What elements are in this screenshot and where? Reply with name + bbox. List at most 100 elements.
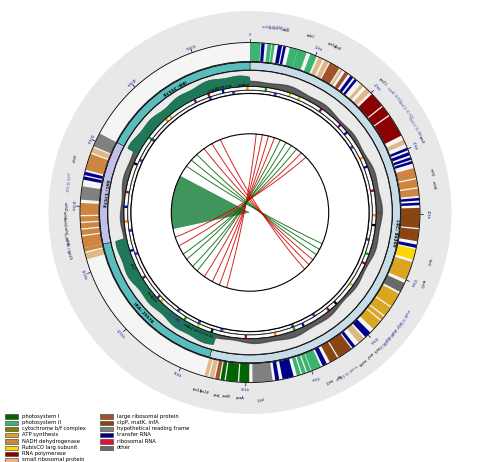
- Wedge shape: [136, 311, 141, 317]
- Polygon shape: [128, 76, 250, 154]
- Text: hypothetical reading frame: hypothetical reading frame: [117, 426, 190, 431]
- Wedge shape: [165, 118, 169, 122]
- Text: rps11: rps11: [378, 78, 388, 87]
- Wedge shape: [124, 206, 128, 208]
- Text: rrn5: rrn5: [182, 322, 191, 329]
- Wedge shape: [207, 93, 210, 97]
- Text: psaJ: psaJ: [212, 393, 220, 398]
- Wedge shape: [232, 91, 235, 95]
- Wedge shape: [368, 107, 389, 125]
- Wedge shape: [399, 227, 419, 241]
- Wedge shape: [301, 354, 311, 372]
- Wedge shape: [215, 361, 222, 379]
- Wedge shape: [164, 336, 166, 338]
- Text: photosystem I: photosystem I: [22, 414, 60, 419]
- Text: rps2: rps2: [365, 351, 374, 359]
- Wedge shape: [85, 249, 104, 259]
- Wedge shape: [117, 62, 250, 146]
- Wedge shape: [80, 216, 99, 222]
- Text: trnS: trnS: [282, 28, 290, 33]
- Wedge shape: [358, 94, 382, 117]
- Wedge shape: [244, 335, 247, 339]
- Wedge shape: [86, 154, 108, 175]
- Wedge shape: [362, 261, 366, 265]
- Text: rps8: rps8: [332, 45, 342, 52]
- Text: rps12: rps12: [213, 84, 224, 90]
- Text: 140kb: 140kb: [124, 76, 136, 87]
- Wedge shape: [390, 148, 408, 157]
- Wedge shape: [401, 202, 419, 206]
- Wedge shape: [223, 63, 234, 64]
- Wedge shape: [119, 287, 122, 291]
- Wedge shape: [322, 342, 338, 362]
- Text: clpP: clpP: [333, 373, 342, 380]
- Wedge shape: [124, 220, 128, 223]
- Wedge shape: [394, 161, 412, 169]
- Wedge shape: [315, 347, 327, 366]
- Bar: [5, 427, 18, 431]
- Text: rps11: rps11: [220, 82, 231, 88]
- Wedge shape: [212, 66, 216, 67]
- Wedge shape: [353, 319, 370, 337]
- Wedge shape: [376, 285, 399, 306]
- Wedge shape: [400, 188, 419, 198]
- Text: ndhD: ndhD: [62, 202, 66, 212]
- Wedge shape: [401, 198, 419, 202]
- Wedge shape: [176, 80, 178, 82]
- Wedge shape: [91, 147, 110, 159]
- Wedge shape: [272, 362, 280, 380]
- Text: psaC: psaC: [234, 81, 244, 85]
- Wedge shape: [250, 43, 260, 61]
- Wedge shape: [296, 355, 306, 374]
- Text: rps2: rps2: [205, 86, 214, 92]
- Text: 60kb: 60kb: [368, 336, 378, 345]
- Wedge shape: [135, 112, 138, 115]
- Text: 90kb: 90kb: [172, 371, 182, 378]
- Text: accD: accD: [418, 279, 425, 288]
- Wedge shape: [84, 244, 102, 252]
- Text: ndhA: ndhA: [64, 237, 69, 246]
- Wedge shape: [127, 123, 129, 125]
- Wedge shape: [168, 339, 170, 340]
- Wedge shape: [370, 297, 390, 316]
- Bar: [100, 439, 114, 444]
- Text: rrn23: rrn23: [194, 328, 204, 336]
- Bar: [5, 439, 18, 444]
- Wedge shape: [166, 86, 168, 88]
- Wedge shape: [288, 93, 292, 97]
- Bar: [100, 414, 114, 419]
- Text: psbA (0.65): psbA (0.65): [262, 25, 282, 30]
- Wedge shape: [360, 309, 380, 329]
- Text: atpH (0.68): atpH (0.68): [381, 327, 397, 346]
- Text: ribosomal RNA: ribosomal RNA: [117, 439, 156, 444]
- Wedge shape: [365, 252, 369, 255]
- Text: ndhG: ndhG: [62, 218, 67, 228]
- Wedge shape: [124, 86, 376, 339]
- Bar: [100, 427, 114, 431]
- Wedge shape: [301, 323, 305, 327]
- Text: large ribosomal protein: large ribosomal protein: [117, 414, 179, 419]
- Wedge shape: [169, 82, 174, 85]
- Bar: [5, 433, 18, 437]
- Wedge shape: [370, 189, 374, 192]
- Wedge shape: [168, 115, 172, 119]
- Wedge shape: [172, 176, 250, 229]
- Wedge shape: [372, 224, 376, 226]
- Wedge shape: [106, 257, 108, 264]
- Text: RubisCO larg subunit: RubisCO larg subunit: [22, 445, 78, 450]
- Wedge shape: [204, 359, 212, 377]
- Wedge shape: [305, 350, 321, 371]
- Text: rpl2 (0.54): rpl2 (0.54): [164, 309, 180, 324]
- Text: rps3: rps3: [146, 291, 154, 299]
- Wedge shape: [275, 45, 282, 64]
- Wedge shape: [191, 351, 202, 355]
- Wedge shape: [297, 96, 300, 100]
- Text: 50kb: 50kb: [410, 278, 416, 288]
- Wedge shape: [141, 99, 150, 109]
- Wedge shape: [398, 241, 416, 248]
- Wedge shape: [354, 89, 370, 105]
- Wedge shape: [146, 322, 154, 328]
- Text: 70kb: 70kb: [310, 375, 320, 382]
- Text: rps4: rps4: [418, 135, 424, 144]
- Wedge shape: [94, 134, 116, 153]
